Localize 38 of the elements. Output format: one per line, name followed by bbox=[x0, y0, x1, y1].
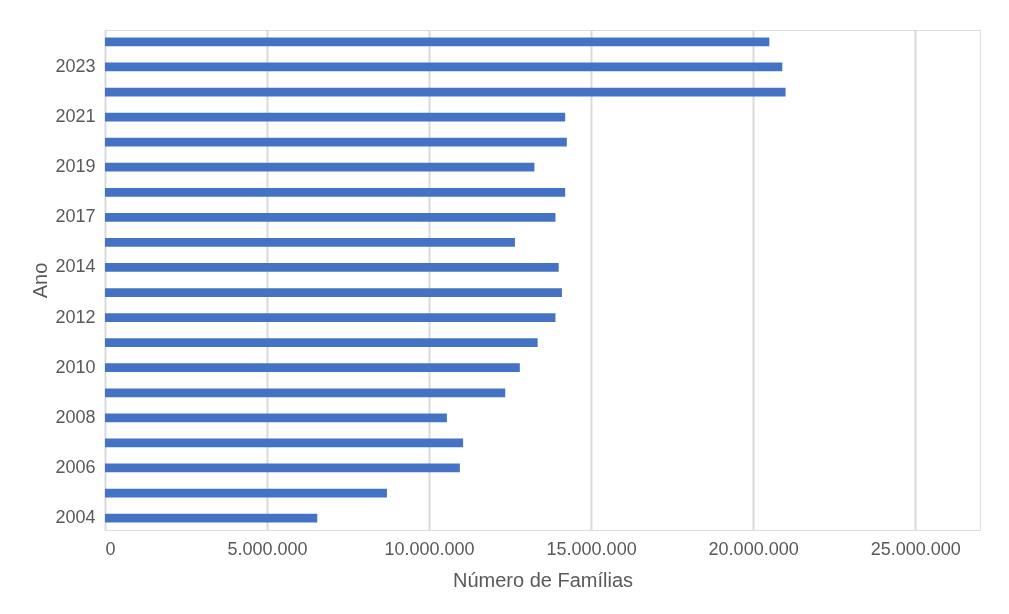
y-tick-label: 2021 bbox=[55, 106, 96, 127]
bar bbox=[105, 513, 318, 523]
bar bbox=[105, 212, 556, 222]
bar bbox=[105, 62, 783, 72]
bar bbox=[105, 438, 464, 448]
bar bbox=[105, 87, 786, 97]
y-tick-label: 2012 bbox=[55, 306, 96, 327]
y-tick-label: 2008 bbox=[55, 406, 96, 427]
bar bbox=[105, 413, 447, 423]
bar bbox=[105, 112, 566, 122]
bar bbox=[105, 338, 538, 348]
x-tick-label: 0 bbox=[105, 538, 116, 559]
y-tick-label: 2004 bbox=[55, 507, 96, 528]
bar bbox=[105, 463, 460, 473]
bar bbox=[105, 162, 535, 172]
y-tick-label: 2023 bbox=[55, 55, 96, 76]
x-axis-title: Número de Famílias bbox=[452, 568, 634, 591]
x-tick-label: 10.000.000 bbox=[384, 538, 475, 559]
bar bbox=[105, 137, 567, 147]
y-tick-label: 2010 bbox=[55, 356, 96, 377]
y-tick-label: 2017 bbox=[55, 206, 96, 227]
x-tick-label: 25.000.000 bbox=[870, 538, 961, 559]
y-tick-label: 2006 bbox=[55, 456, 96, 477]
bar bbox=[105, 288, 562, 297]
y-tick-label: 2014 bbox=[55, 256, 96, 277]
bar bbox=[105, 313, 556, 322]
bar bbox=[105, 238, 515, 247]
x-tick-label: 5.000.000 bbox=[227, 538, 308, 559]
bar bbox=[105, 263, 559, 272]
bar bbox=[105, 187, 566, 197]
bar bbox=[105, 37, 770, 47]
y-tick-label: 2019 bbox=[55, 156, 96, 177]
bar bbox=[105, 388, 506, 398]
bar bbox=[105, 488, 387, 498]
bar bbox=[105, 363, 520, 373]
y-axis-title: Ano bbox=[29, 262, 52, 299]
x-tick-label: 15.000.000 bbox=[546, 538, 637, 559]
x-tick-label: 20.000.000 bbox=[708, 538, 799, 559]
